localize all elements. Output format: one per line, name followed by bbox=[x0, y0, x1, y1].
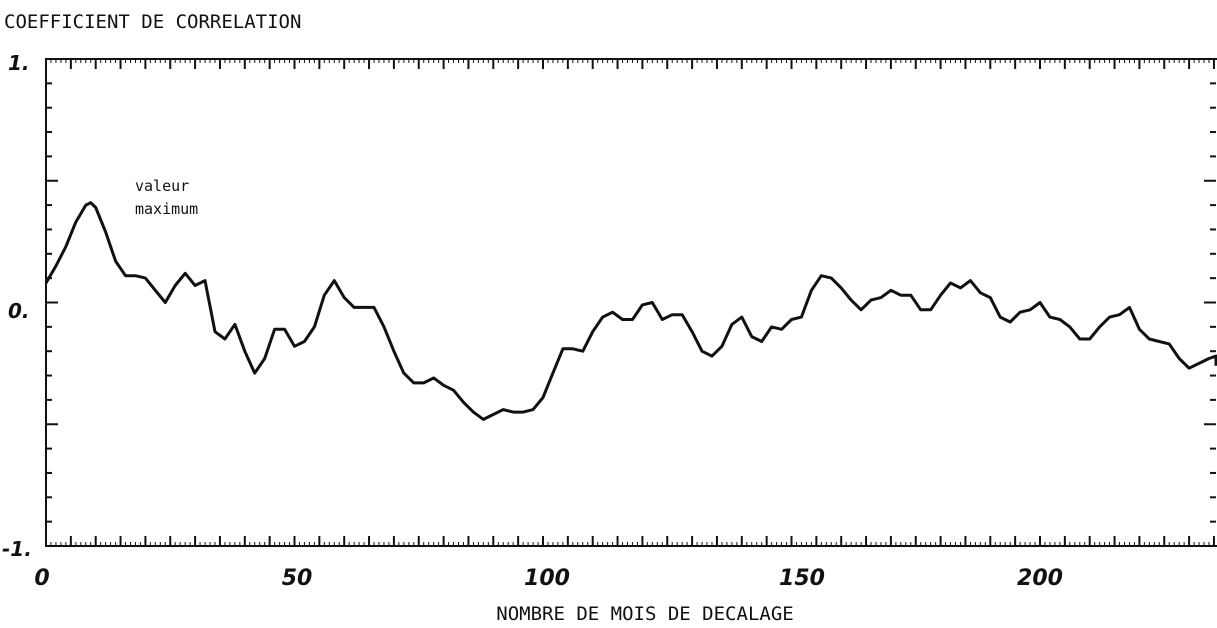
x-tick-labels: 0 50 100 150 200 bbox=[34, 566, 1063, 591]
axis-ticks bbox=[45, 58, 1216, 547]
annotation-line: valeur bbox=[135, 177, 189, 195]
x-tick-label: 100 bbox=[524, 566, 570, 591]
x-tick-label: 50 bbox=[282, 566, 313, 591]
annotation-line: maximum bbox=[135, 200, 198, 218]
x-tick-label: 0 bbox=[34, 566, 49, 591]
y-tick-labels: 1. 0. -1. bbox=[2, 51, 32, 561]
annotation-valeur-maximum: valeur maximum bbox=[135, 177, 198, 218]
chart-title: COEFFICIENT DE CORRELATION bbox=[4, 11, 301, 33]
x-tick-label: 150 bbox=[779, 566, 825, 591]
correlation-series-line bbox=[44, 201, 1217, 421]
y-tick-label: -1. bbox=[2, 537, 32, 561]
x-axis-label: NOMBRE DE MOIS DE DECALAGE bbox=[496, 603, 793, 625]
y-tick-label: 0. bbox=[8, 299, 30, 323]
x-tick-label: 200 bbox=[1017, 566, 1063, 591]
y-tick-label: 1. bbox=[8, 51, 30, 75]
